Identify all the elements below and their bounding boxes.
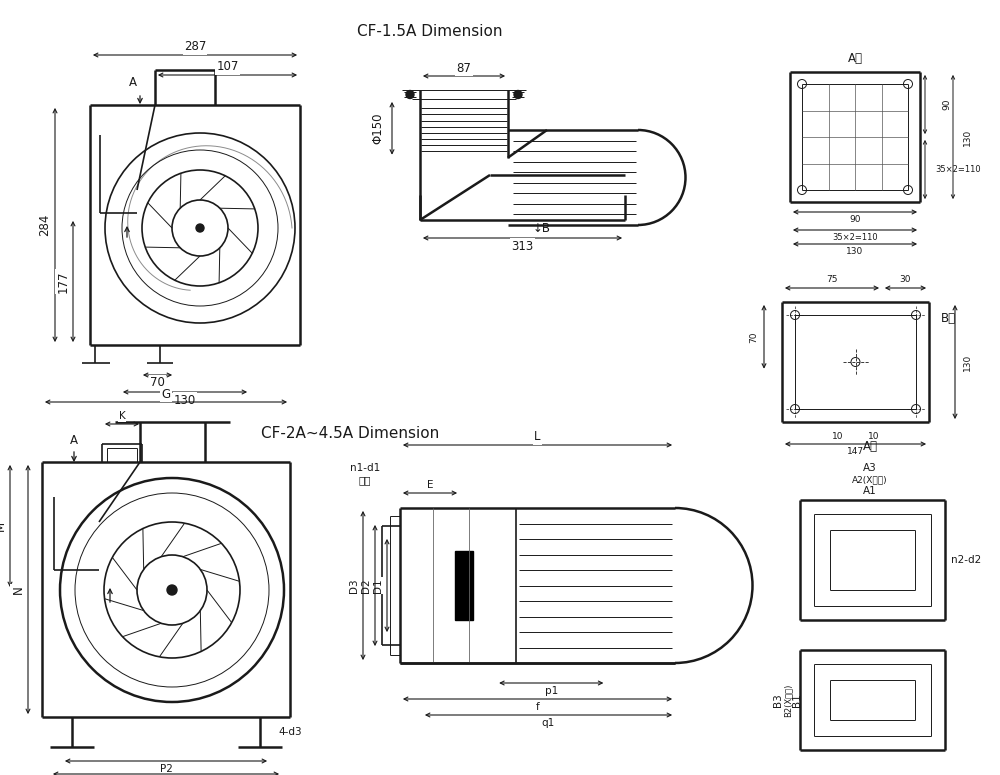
Text: 30: 30 xyxy=(900,275,911,284)
Text: B1: B1 xyxy=(792,693,802,707)
Text: 4-d3: 4-d3 xyxy=(278,727,302,737)
Text: p1: p1 xyxy=(545,686,558,696)
Text: 284: 284 xyxy=(38,214,52,236)
Text: 35×2=110: 35×2=110 xyxy=(935,165,981,174)
Text: P2: P2 xyxy=(160,764,172,774)
Text: 130: 130 xyxy=(962,353,972,370)
Circle shape xyxy=(196,224,204,232)
Text: CF-2A~4.5A Dimension: CF-2A~4.5A Dimension xyxy=(261,425,439,440)
Text: A2(X等分): A2(X等分) xyxy=(852,476,888,484)
Text: 10: 10 xyxy=(832,432,843,441)
Text: A: A xyxy=(129,77,137,89)
Text: 147: 147 xyxy=(847,447,864,456)
Text: 90: 90 xyxy=(942,98,952,110)
Text: f: f xyxy=(536,702,539,712)
Text: 130: 130 xyxy=(963,129,972,146)
Text: E: E xyxy=(427,480,433,490)
Text: D2: D2 xyxy=(361,578,371,593)
Text: 75: 75 xyxy=(826,275,838,284)
Text: 177: 177 xyxy=(56,270,70,293)
Text: n1-d1: n1-d1 xyxy=(350,463,380,473)
Text: A向: A向 xyxy=(848,51,862,64)
Text: Φ150: Φ150 xyxy=(372,112,384,144)
Text: 313: 313 xyxy=(511,239,534,253)
Text: CF-1.5A Dimension: CF-1.5A Dimension xyxy=(357,25,503,40)
Text: D1: D1 xyxy=(373,578,383,593)
Text: M: M xyxy=(0,521,7,531)
Text: 90: 90 xyxy=(849,215,861,225)
Circle shape xyxy=(406,91,414,98)
Text: N: N xyxy=(12,585,24,594)
Circle shape xyxy=(514,91,522,98)
Text: A: A xyxy=(70,433,78,446)
Text: B向: B向 xyxy=(941,312,956,325)
Text: K: K xyxy=(119,411,125,421)
Text: 87: 87 xyxy=(457,61,471,74)
Text: A3: A3 xyxy=(863,463,877,473)
Text: A1: A1 xyxy=(863,486,877,496)
Text: B2(X等分): B2(X等分) xyxy=(784,684,792,717)
Text: q1: q1 xyxy=(542,718,555,728)
Bar xyxy=(455,550,473,620)
Text: 130: 130 xyxy=(846,247,864,257)
Text: A向: A向 xyxy=(862,440,878,453)
Text: 70: 70 xyxy=(750,331,759,343)
Text: D3: D3 xyxy=(349,578,359,593)
Text: 10: 10 xyxy=(868,432,879,441)
Text: 35×2=110: 35×2=110 xyxy=(832,233,878,243)
Text: 107: 107 xyxy=(216,60,239,74)
Circle shape xyxy=(167,585,177,595)
Text: L: L xyxy=(534,430,541,443)
Text: 均布: 均布 xyxy=(359,475,371,485)
Text: 287: 287 xyxy=(184,40,206,53)
Text: 130: 130 xyxy=(174,394,196,407)
Text: 70: 70 xyxy=(150,377,165,390)
Text: B3: B3 xyxy=(773,693,783,707)
Text: ↓B: ↓B xyxy=(533,222,551,235)
Text: G: G xyxy=(161,388,171,401)
Text: n2-d2: n2-d2 xyxy=(951,555,981,565)
